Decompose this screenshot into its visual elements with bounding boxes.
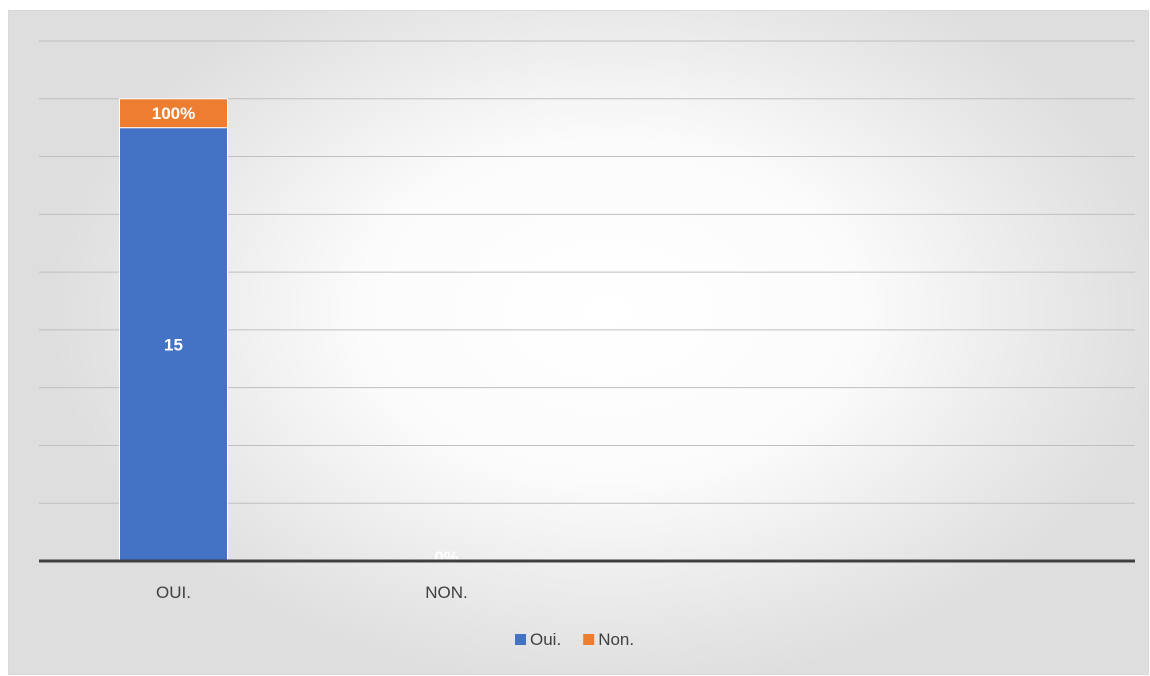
data-label: 100% xyxy=(152,104,195,123)
x-tick-label: OUI. xyxy=(156,583,191,602)
x-axis-tick-labels: OUI. NON. xyxy=(156,583,468,602)
data-label: 15 xyxy=(164,335,183,354)
legend: Oui. Non. xyxy=(515,630,634,649)
bar-non-oui xyxy=(119,98,228,129)
chart-area: 15 100% 0% OUI. NON. Oui. Non. xyxy=(8,10,1149,675)
bar-oui-oui xyxy=(119,127,228,562)
data-label: 0% xyxy=(434,548,459,567)
legend-label: Oui. xyxy=(530,630,561,649)
legend-label: Non. xyxy=(598,630,634,649)
bars xyxy=(119,98,228,562)
legend-swatch xyxy=(583,634,595,645)
data-labels: 15 100% 0% xyxy=(152,104,459,567)
x-tick-label: NON. xyxy=(425,583,468,602)
legend-swatch xyxy=(515,634,526,645)
stacked-bar-chart: 15 100% 0% OUI. NON. Oui. Non. xyxy=(39,40,1135,649)
